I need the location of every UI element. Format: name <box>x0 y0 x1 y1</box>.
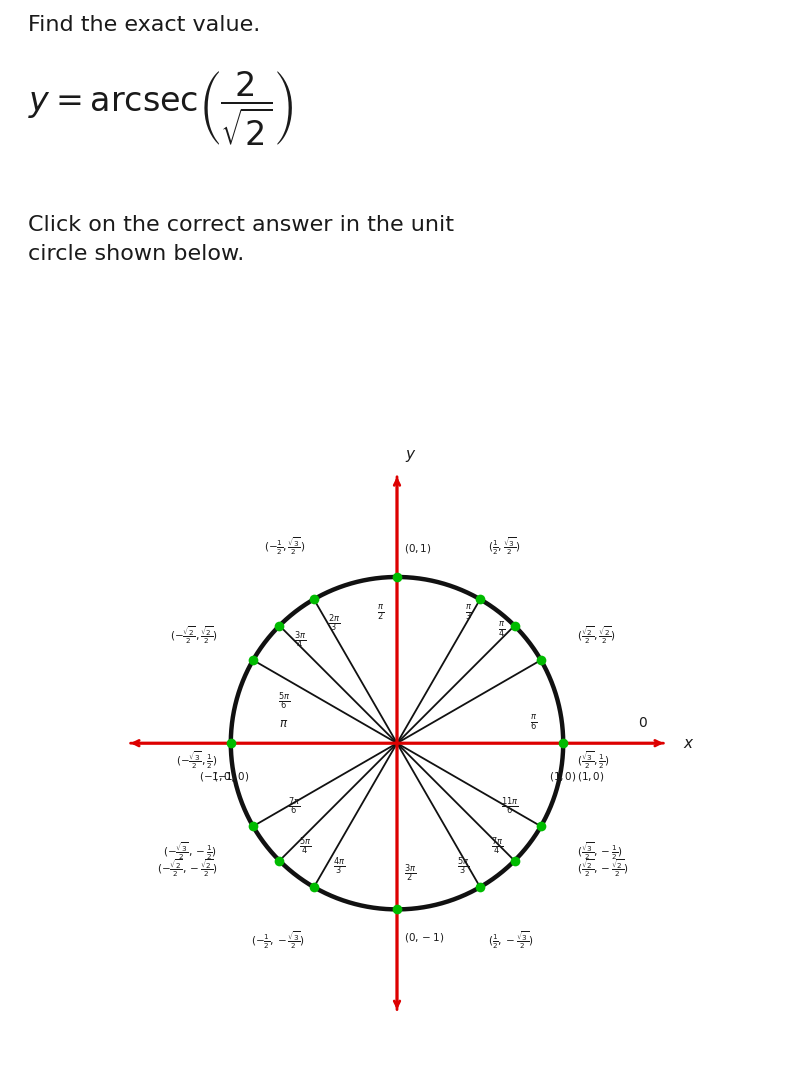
Text: $(-\frac{\sqrt{3}}{2}, -\frac{1}{2})$: $(-\frac{\sqrt{3}}{2}, -\frac{1}{2})$ <box>164 840 218 862</box>
Text: $\frac{\pi}{6}$: $\frac{\pi}{6}$ <box>530 713 537 733</box>
Text: $(\frac{\sqrt{2}}{2}, \frac{\sqrt{2}}{2})$: $(\frac{\sqrt{2}}{2}, \frac{\sqrt{2}}{2}… <box>576 625 615 646</box>
Text: $0$: $0$ <box>638 716 648 730</box>
Text: $\frac{\pi}{4}$: $\frac{\pi}{4}$ <box>498 620 505 640</box>
Text: $\frac{5\pi}{4}$: $\frac{5\pi}{4}$ <box>299 836 312 857</box>
Text: $(-\frac{\sqrt{2}}{2}, \frac{\sqrt{2}}{2})$: $(-\frac{\sqrt{2}}{2}, \frac{\sqrt{2}}{2… <box>170 625 218 646</box>
Text: $\frac{7\pi}{4}$: $\frac{7\pi}{4}$ <box>491 836 503 857</box>
Text: $x$: $x$ <box>683 736 695 750</box>
Text: $\frac{11\pi}{6}$: $\frac{11\pi}{6}$ <box>501 796 518 817</box>
Text: Click on the correct answer in the unit
circle shown below.: Click on the correct answer in the unit … <box>28 215 454 264</box>
Text: $\frac{3\pi}{2}$: $\frac{3\pi}{2}$ <box>404 862 416 883</box>
Text: $\frac{2\pi}{3}$: $\frac{2\pi}{3}$ <box>328 613 340 635</box>
Text: $(-\frac{1}{2}, -\frac{\sqrt{3}}{2})$: $(-\frac{1}{2}, -\frac{\sqrt{3}}{2})$ <box>252 930 306 951</box>
Text: $(-\frac{\sqrt{3}}{2}, \frac{1}{2})$: $(-\frac{\sqrt{3}}{2}, \frac{1}{2})$ <box>176 749 218 771</box>
Text: $\pi$: $\pi$ <box>279 717 288 730</box>
Text: $(\frac{\sqrt{2}}{2}, -\frac{\sqrt{2}}{2})$: $(\frac{\sqrt{2}}{2}, -\frac{\sqrt{2}}{2… <box>576 857 628 879</box>
Text: Find the exact value.: Find the exact value. <box>28 15 260 35</box>
Text: $(\frac{1}{2}, -\frac{\sqrt{3}}{2})$: $(\frac{1}{2}, -\frac{\sqrt{3}}{2})$ <box>488 930 534 951</box>
Text: $\frac{7\pi}{6}$: $\frac{7\pi}{6}$ <box>287 796 300 817</box>
Text: $(\frac{\sqrt{3}}{2}, \frac{1}{2})$: $(\frac{\sqrt{3}}{2}, \frac{1}{2})$ <box>576 749 609 771</box>
Text: $\frac{\pi}{2}$: $\frac{\pi}{2}$ <box>377 604 384 623</box>
Text: $y = \mathregular{arcsec}\left(\dfrac{2}{\sqrt{2}}\right)$: $y = \mathregular{arcsec}\left(\dfrac{2}… <box>28 70 294 148</box>
Text: $\frac{4\pi}{3}$: $\frac{4\pi}{3}$ <box>333 855 345 877</box>
Text: $\frac{\pi}{3}$: $\frac{\pi}{3}$ <box>464 604 472 623</box>
Text: $(\frac{\sqrt{3}}{2}, -\frac{1}{2})$: $(\frac{\sqrt{3}}{2}, -\frac{1}{2})$ <box>576 840 622 862</box>
Text: $\frac{3\pi}{4}$: $\frac{3\pi}{4}$ <box>295 629 306 651</box>
Text: $\frac{5\pi}{6}$: $\frac{5\pi}{6}$ <box>278 691 290 712</box>
Text: $(-\frac{1}{2}, \frac{\sqrt{3}}{2})$: $(-\frac{1}{2}, \frac{\sqrt{3}}{2})$ <box>264 535 306 557</box>
Text: $(0, -1)$: $(0, -1)$ <box>403 931 444 944</box>
Text: $y$: $y$ <box>405 448 417 464</box>
Text: $(1, 0)$: $(1, 0)$ <box>576 770 604 783</box>
Text: $(0, 1)$: $(0, 1)$ <box>403 543 431 556</box>
Text: $(1, 0)$: $(1, 0)$ <box>549 770 577 783</box>
Text: $\frac{5\pi}{3}$: $\frac{5\pi}{3}$ <box>457 855 469 877</box>
Text: $(\frac{1}{2}, \frac{\sqrt{3}}{2})$: $(\frac{1}{2}, \frac{\sqrt{3}}{2})$ <box>488 535 521 557</box>
Text: $(-1, 0)$: $(-1, 0)$ <box>199 770 236 783</box>
Text: $(-1, 0)$: $(-1, 0)$ <box>213 770 249 783</box>
Text: $(-\frac{\sqrt{2}}{2}, -\frac{\sqrt{2}}{2})$: $(-\frac{\sqrt{2}}{2}, -\frac{\sqrt{2}}{… <box>157 857 218 879</box>
